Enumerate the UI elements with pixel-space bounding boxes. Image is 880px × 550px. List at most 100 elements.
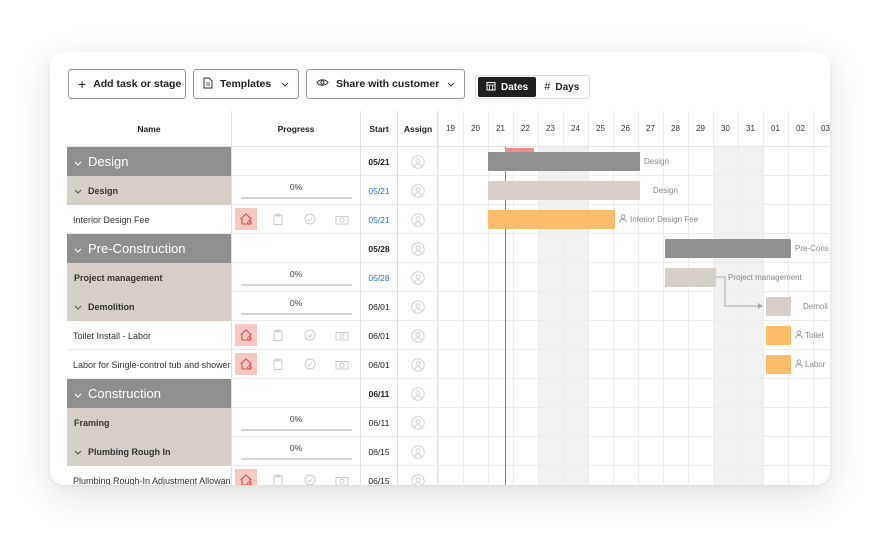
row-name-cell[interactable]: Toilet Install - Labor (67, 321, 232, 350)
weekend-column (539, 147, 564, 485)
row-name-cell[interactable]: Framing (67, 408, 232, 437)
assign-user-icon[interactable] (398, 234, 438, 263)
assign-user-icon[interactable] (398, 176, 438, 205)
row-name: Project management (74, 272, 163, 283)
gantt-bar-design-stage[interactable] (488, 152, 640, 171)
stage-row[interactable]: Construction 06/11 (67, 379, 438, 408)
progress-bar (241, 313, 352, 315)
row-name-cell[interactable]: Design (67, 176, 232, 205)
name-column-header[interactable]: Name (67, 111, 232, 147)
progress-column-header[interactable]: Progress (232, 111, 361, 147)
clipboard-icon[interactable] (267, 324, 289, 346)
row-name: Construction (88, 386, 161, 401)
sub-stage-row[interactable]: Demolition 0% 06/01 (67, 292, 438, 321)
chevron-down-icon[interactable] (74, 154, 82, 169)
assign-user-icon[interactable] (398, 147, 438, 176)
check-circle-icon[interactable] (299, 469, 321, 485)
add-task-button[interactable]: + Add task or stage (68, 69, 186, 99)
sub-stage-row[interactable]: Plumbing Rough In 0% 06/15 (67, 437, 438, 466)
home-icon[interactable] (235, 324, 257, 346)
clipboard-icon[interactable] (267, 353, 289, 375)
camera-icon[interactable] (331, 208, 353, 230)
row-name-cell[interactable]: Interior Design Fee (67, 205, 232, 234)
day-gridline (463, 111, 464, 485)
stage-row[interactable]: Design 05/21 (67, 147, 438, 176)
chevron-down-icon[interactable] (74, 447, 82, 457)
chevron-down-icon[interactable] (74, 302, 82, 312)
eye-icon (316, 78, 329, 90)
dates-view-button[interactable]: Dates (478, 77, 537, 97)
assign-user-icon[interactable] (398, 292, 438, 321)
assign-user-icon[interactable] (398, 379, 438, 408)
assign-user-icon[interactable] (398, 321, 438, 350)
days-view-button[interactable]: # Days (536, 77, 587, 97)
row-name-cell[interactable]: Labor for Single-control tub and shower … (67, 350, 232, 379)
day-gridline (738, 111, 739, 485)
user-icon (619, 214, 627, 225)
check-circle-icon[interactable] (299, 324, 321, 346)
stage-row[interactable]: Pre-Construction 05/28 (67, 234, 438, 263)
chevron-down-icon[interactable] (74, 241, 82, 256)
row-gridline (438, 378, 830, 379)
home-icon[interactable] (235, 469, 257, 485)
progress-bar (241, 429, 352, 431)
sub-stage-row[interactable]: Framing 0% 06/11 (67, 408, 438, 437)
day-header: 03 (813, 111, 830, 147)
gantt-label-text: Labor (805, 360, 826, 369)
clipboard-icon[interactable] (267, 208, 289, 230)
task-row[interactable]: Plumbing Rough-In Adjustment Allowance 06… (67, 466, 438, 485)
task-row[interactable]: Interior Design Fee 05/21 (67, 205, 438, 234)
assign-column-header[interactable]: Assign (398, 111, 438, 147)
progress-bar (241, 458, 352, 460)
templates-dropdown[interactable]: Templates (193, 69, 299, 99)
weekend-column (714, 147, 739, 485)
sub-stage-row[interactable]: Design 0% 05/21 (67, 176, 438, 205)
progress-bar (241, 197, 352, 199)
task-row[interactable]: Labor for Single-control tub and shower … (67, 350, 438, 379)
row-name-cell[interactable]: Design (67, 147, 232, 176)
gantt-bar-design-sub[interactable] (488, 181, 640, 200)
row-progress-cell (232, 147, 361, 176)
home-icon[interactable] (235, 353, 257, 375)
start-column-header[interactable]: Start (361, 111, 398, 147)
check-circle-icon[interactable] (299, 208, 321, 230)
camera-icon[interactable] (331, 324, 353, 346)
row-name: Toilet Install - Labor (73, 330, 152, 341)
day-gridline (688, 111, 689, 485)
sub-stage-row[interactable]: Project management 0% 05/28 (67, 263, 438, 292)
gantt-bar-preconstruction-stage[interactable] (665, 239, 791, 258)
clipboard-icon[interactable] (267, 469, 289, 485)
row-name-cell[interactable]: Construction (67, 379, 232, 408)
row-name-cell[interactable]: Plumbing Rough In (67, 437, 232, 466)
assign-user-icon[interactable] (398, 263, 438, 292)
share-with-customer-dropdown[interactable]: Share with customer (306, 69, 465, 99)
assign-user-icon[interactable] (398, 466, 438, 485)
gantt-label-preconstruction: Pre-Cons (795, 244, 829, 253)
row-name-cell[interactable]: Project management (67, 263, 232, 292)
check-circle-icon[interactable] (299, 353, 321, 375)
row-name-cell[interactable]: Plumbing Rough-In Adjustment Allowance (67, 466, 232, 485)
task-list: Name Progress Start Assign Design 05/21 De… (67, 111, 438, 485)
assign-user-icon[interactable] (398, 408, 438, 437)
assign-user-icon[interactable] (398, 350, 438, 379)
camera-icon[interactable] (331, 353, 353, 375)
row-name: Labor for Single-control tub and shower … (73, 359, 231, 370)
assign-user-icon[interactable] (398, 205, 438, 234)
row-progress-cell: 0% (232, 176, 361, 205)
gantt-bar-project-management[interactable] (665, 268, 716, 287)
row-start-date: 06/15 (361, 466, 398, 485)
camera-icon[interactable] (331, 469, 353, 485)
gantt-bar-labor-tub-shower[interactable] (766, 355, 791, 374)
gantt-bar-demolition[interactable] (766, 297, 791, 316)
chevron-down-icon[interactable] (74, 186, 82, 196)
task-row[interactable]: Toilet Install - Labor 06/01 (67, 321, 438, 350)
gantt-bar-interior-design-fee[interactable] (488, 210, 615, 229)
share-label: Share with customer (336, 78, 440, 90)
chevron-down-icon[interactable] (74, 386, 82, 401)
gantt-bar-toilet-install[interactable] (766, 326, 791, 345)
row-name-cell[interactable]: Pre-Construction (67, 234, 232, 263)
row-name-cell[interactable]: Demolition (67, 292, 232, 321)
home-icon[interactable] (235, 208, 257, 230)
assign-user-icon[interactable] (398, 437, 438, 466)
row-name: Demolition (88, 301, 135, 312)
